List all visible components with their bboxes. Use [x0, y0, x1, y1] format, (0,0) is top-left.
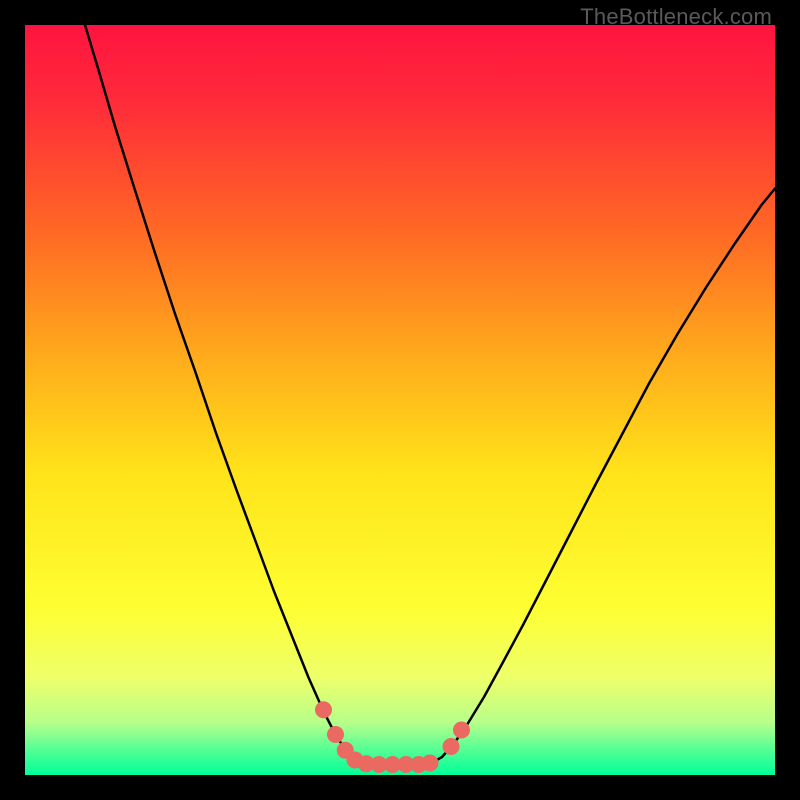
chart-frame: TheBottleneck.com — [0, 0, 800, 800]
marker-point — [422, 755, 438, 771]
bottleneck-chart — [25, 25, 775, 775]
gradient-background — [25, 25, 775, 775]
marker-point — [454, 722, 470, 738]
marker-point — [443, 739, 459, 755]
marker-point — [316, 702, 332, 718]
marker-point — [328, 727, 344, 743]
plot-area — [25, 25, 775, 775]
